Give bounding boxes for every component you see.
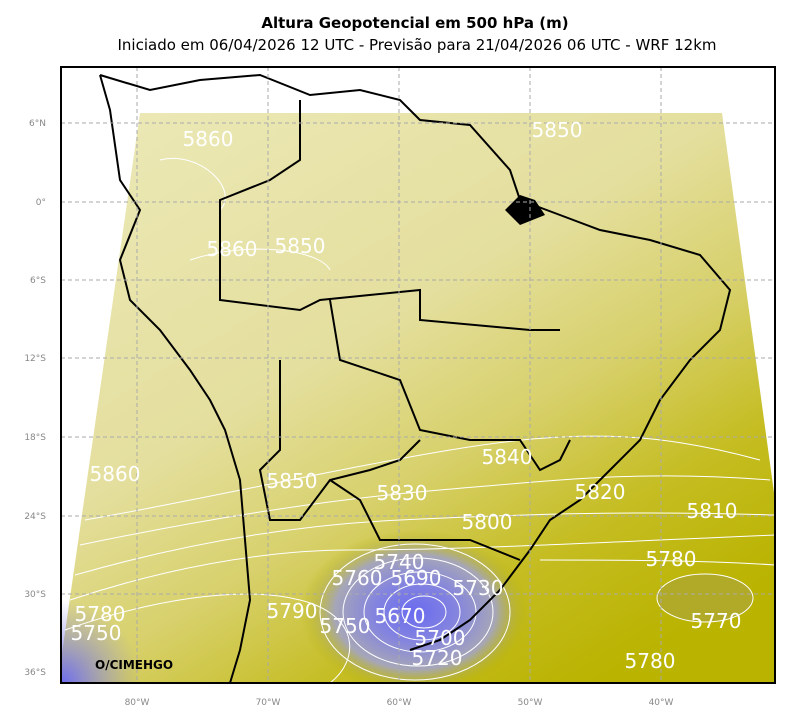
contour-label: 5720 [412, 646, 463, 670]
contour-label: 5860 [90, 462, 141, 486]
contour-label: 5730 [453, 576, 504, 600]
gridlines [61, 67, 775, 683]
lat-label: 6°S [30, 276, 46, 286]
title: Altura Geopotencial em 500 hPa (m) [261, 14, 568, 32]
contour-label: 5670 [375, 604, 426, 628]
lat-label: 36°S [24, 668, 46, 678]
lon-label: 50°W [518, 698, 543, 708]
contour-label: 5830 [377, 481, 428, 505]
contour-label: 5790 [267, 599, 318, 623]
lat-label: 24°S [24, 512, 46, 522]
contour-label: 5780 [646, 547, 697, 571]
lat-label: 12°S [24, 354, 46, 364]
isolines [64, 158, 775, 683]
contour-label: 5770 [691, 609, 742, 633]
contour-label: 5750 [71, 621, 122, 645]
contour-label: 5760 [332, 566, 383, 590]
map-frame [60, 66, 776, 684]
contour-label: 5780 [625, 649, 676, 673]
contour-label: 5850 [275, 234, 326, 258]
field-shading [61, 113, 775, 683]
low-pressure-shading [61, 600, 141, 683]
contour-label: 5750 [320, 614, 371, 638]
contour-label: 5780 [75, 602, 126, 626]
contour-label: 5810 [687, 499, 738, 523]
contour-label: 5850 [532, 118, 583, 142]
contour-label: 5840 [482, 445, 533, 469]
contour-label: 5740 [374, 550, 425, 574]
subtitle: Iniciado em 06/04/2026 12 UTC - Previsão… [117, 36, 716, 54]
lon-label: 80°W [125, 698, 150, 708]
contour-label: 5860 [183, 127, 234, 151]
contour-label: 5800 [462, 510, 513, 534]
coastlines-borders [99, 73, 732, 683]
low-pressure-shading [300, 530, 530, 683]
contour-label: 5860 [207, 237, 258, 261]
lat-label: 18°S [24, 433, 46, 443]
contour-labels: 5860 5850 5860 5850 5860 5850 5830 5840 … [71, 118, 742, 673]
lat-label: 6°N [29, 119, 46, 129]
lon-label: 70°W [256, 698, 281, 708]
contour-label: 5850 [267, 469, 318, 493]
field-shading [657, 574, 753, 622]
longitude-labels: 80°W 70°W 60°W 50°W 40°W [125, 698, 674, 708]
lat-label: 30°S [24, 590, 46, 600]
lon-label: 60°W [387, 698, 412, 708]
lat-label: 0° [36, 198, 46, 208]
contour-label: 5700 [415, 626, 466, 650]
contour-label: 5690 [391, 566, 442, 590]
watermark: O/CIMEHGO [95, 658, 173, 672]
map-area [61, 67, 775, 683]
latitude-labels: 6°N 0° 6°S 12°S 18°S 24°S 30°S 36°S [24, 119, 46, 678]
contour-label: 5820 [575, 480, 626, 504]
lon-label: 40°W [649, 698, 674, 708]
